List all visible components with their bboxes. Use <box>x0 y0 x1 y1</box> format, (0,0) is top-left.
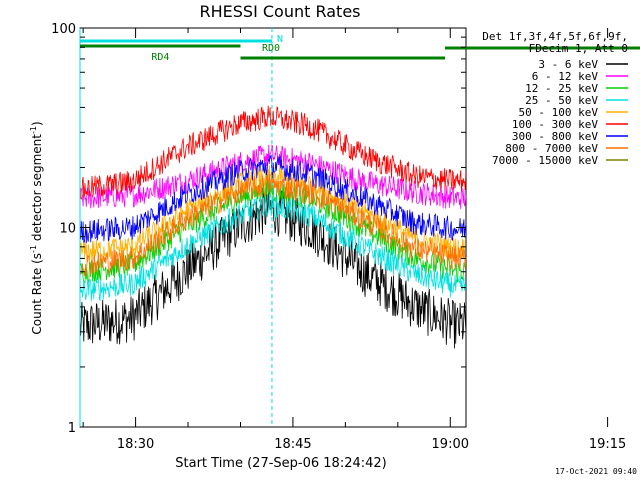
legend-entry-label: 25 - 50 keV <box>525 94 598 107</box>
x-tick-label: 18:30 <box>117 437 154 452</box>
y-axis-label-sup1: -1 <box>29 245 38 253</box>
legend-header-1: Det 1f,3f,4f,5f,6f,9f, <box>482 30 628 43</box>
series-line-7 <box>79 173 467 277</box>
y-axis-label-sup2: -1 <box>29 126 38 134</box>
legend-header-2: FDecim 1, Att 0 <box>529 42 628 55</box>
legend-entry-label: 7000 - 15000 keV <box>492 154 598 167</box>
series-line-3 <box>79 193 467 302</box>
chart-title: RHESSI Count Rates <box>200 2 361 21</box>
series-layer <box>79 105 467 349</box>
x-axis-label: Start Time (27-Sep-06 18:24:42) <box>175 456 386 471</box>
y-axis-ticks: 1 10 100 <box>51 22 466 436</box>
n-marker-label: N <box>277 34 283 45</box>
y-tick-label: 10 <box>59 222 76 237</box>
legend-entry-label: 3 - 6 keV <box>538 58 598 71</box>
legend-entry-label: 12 - 25 keV <box>525 82 598 95</box>
rd0-marker-label: RD0 <box>262 43 280 54</box>
y-axis-label-end: ) <box>30 121 44 126</box>
series-line-1 <box>79 143 467 210</box>
series-line-5 <box>79 105 467 200</box>
footer-date: 17-Oct-2021 09:40 <box>555 467 637 476</box>
legend-entry-label: 6 - 12 keV <box>532 70 599 83</box>
x-tick-label: 19:00 <box>432 437 469 452</box>
y-tick-label: 1 <box>68 421 76 436</box>
y-axis-label-main: Count Rate (s <box>30 253 44 335</box>
y-tick-label: 100 <box>51 22 76 37</box>
y-axis-label: Count Rate (s-1 detector segment-1) <box>29 121 44 334</box>
y-axis-label-mid: detector segment <box>30 134 44 245</box>
rd4-marker-label: RD4 <box>151 52 169 63</box>
legend-entry-label: 100 - 300 keV <box>512 118 598 131</box>
x-tick-label: 18:45 <box>274 437 311 452</box>
legend-entry-label: 800 - 7000 keV <box>505 142 598 155</box>
series-line-6 <box>79 155 467 244</box>
legend-entry-label: 300 - 800 keV <box>512 130 598 143</box>
legend-entry-label: 50 - 100 keV <box>519 106 599 119</box>
x-tick-label: 19:15 <box>589 437 626 452</box>
series-line-0 <box>79 185 467 349</box>
